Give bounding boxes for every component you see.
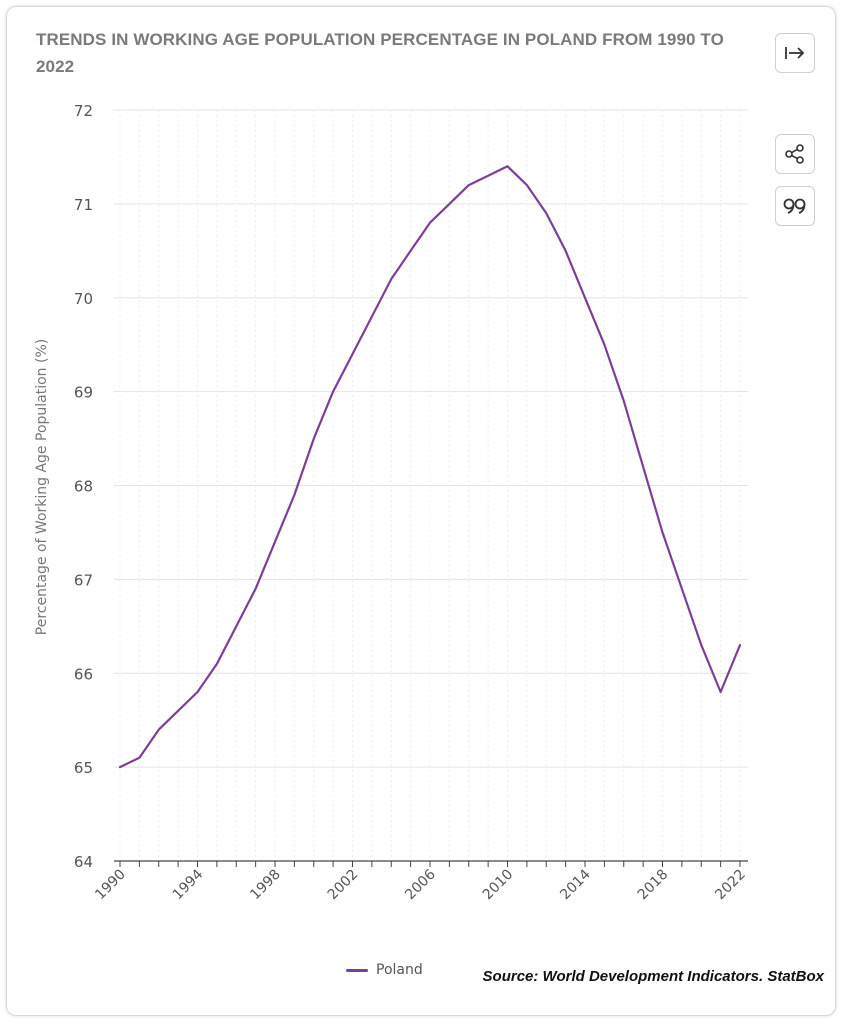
chart-card (6, 6, 836, 1016)
legend[interactable]: Poland (346, 962, 423, 978)
quote-icon (783, 198, 806, 214)
share-icon (785, 144, 804, 164)
share-button[interactable] (775, 134, 815, 174)
expand-button[interactable] (775, 33, 815, 73)
legend-swatch (346, 968, 368, 972)
arrow-right-to-bar-icon (785, 47, 805, 59)
source-note: Source: World Development Indicators. St… (482, 968, 824, 985)
legend-label: Poland (376, 962, 423, 978)
chart-title: TRENDS IN WORKING AGE POPULATION PERCENT… (36, 30, 724, 76)
cite-button[interactable] (775, 186, 815, 226)
